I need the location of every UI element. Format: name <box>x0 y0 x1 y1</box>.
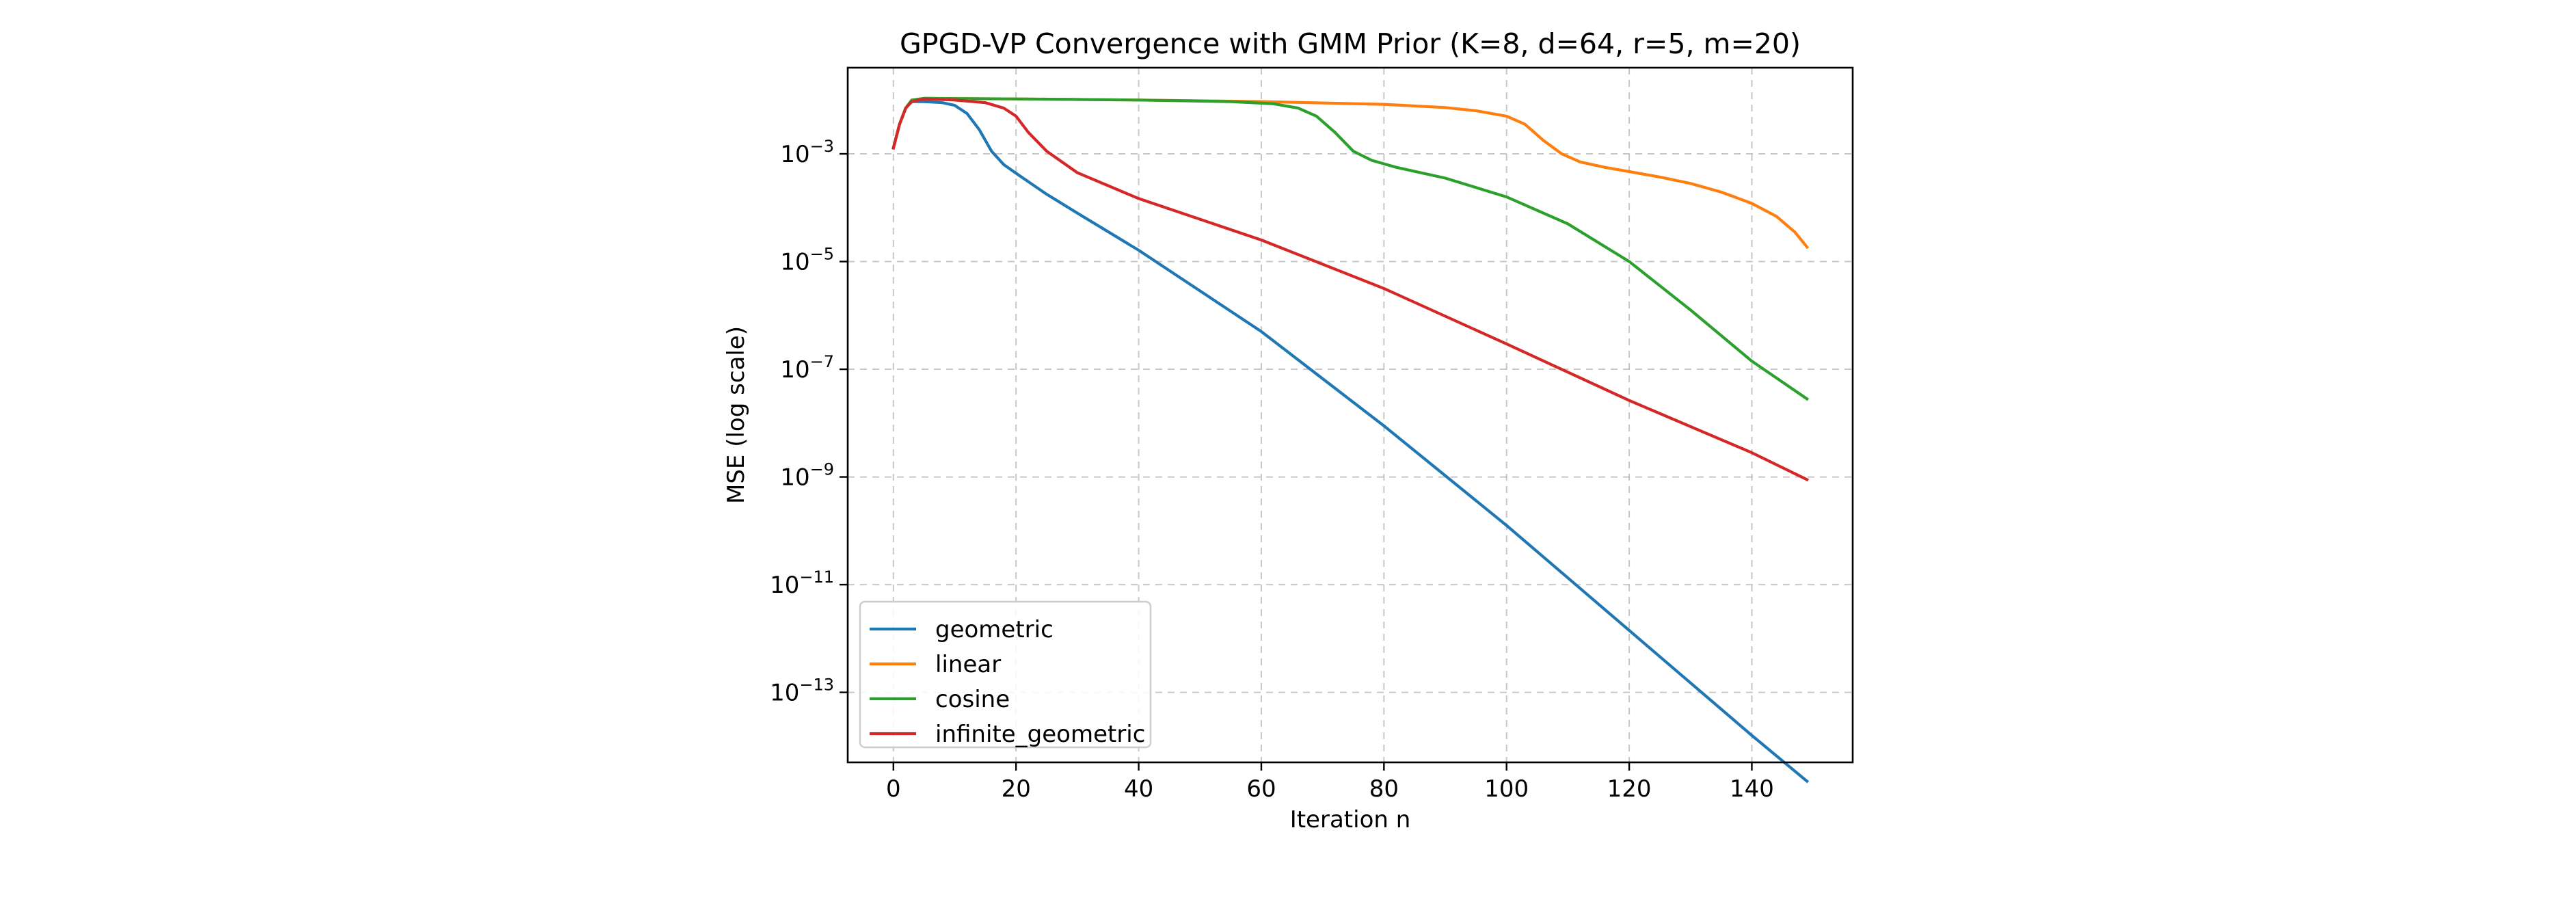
x-tick-label: 80 <box>1369 775 1399 803</box>
x-tick-label: 120 <box>1607 775 1652 803</box>
x-tick-label: 40 <box>1124 775 1153 803</box>
y-tick-label: 10−9 <box>780 460 834 492</box>
legend-label-cosine: cosine <box>935 686 1010 713</box>
chart-title: GPGD-VP Convergence with GMM Prior (K=8,… <box>900 27 1801 60</box>
legend-label-geometric: geometric <box>935 616 1054 643</box>
y-tick-label: 10−11 <box>770 568 834 599</box>
y-tick-label: 10−5 <box>780 245 834 276</box>
y-tick-label: 10−3 <box>780 137 834 168</box>
x-tick-label: 100 <box>1484 775 1529 803</box>
legend-label-linear: linear <box>935 651 1001 678</box>
y-tick-label: 10−13 <box>770 676 834 707</box>
y-tick-label: 10−7 <box>780 352 834 384</box>
grid-lines <box>848 68 1853 762</box>
legend-label-infinite_geometric: infinite_geometric <box>935 721 1145 748</box>
x-tick-label: 140 <box>1730 775 1774 803</box>
legend: geometric linear cosine infinite_geometric <box>859 600 1152 749</box>
x-tick-label: 20 <box>1002 775 1031 803</box>
x-tick-label: 60 <box>1246 775 1276 803</box>
series-lines <box>891 96 1810 784</box>
legend-box <box>859 600 1152 749</box>
plot-frame <box>846 66 1854 764</box>
y-axis-ticks: 10−3 10−5 10−7 10−9 10−11 10−13 <box>770 137 848 707</box>
x-tick-label: 0 <box>886 775 901 803</box>
x-axis-label: Iteration n <box>1290 806 1411 833</box>
x-axis-ticks: 0 20 40 60 80 100 120 140 <box>886 762 1774 803</box>
y-axis-label: MSE (log scale) <box>723 326 750 504</box>
series-line-infinite_geometric <box>891 97 1810 482</box>
